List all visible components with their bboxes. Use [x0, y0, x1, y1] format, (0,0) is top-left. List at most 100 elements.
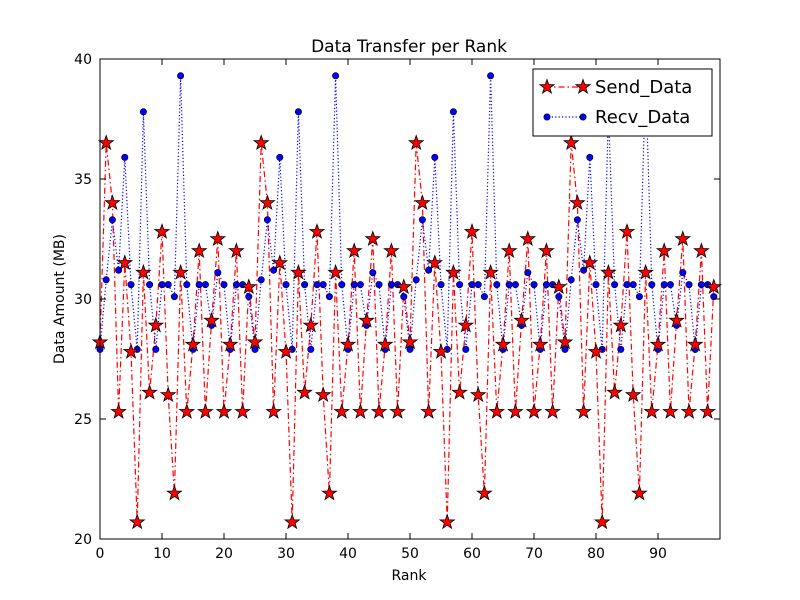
send-data-point — [389, 403, 406, 419]
recv-data-point — [679, 269, 687, 277]
y-tick-label: 25 — [74, 412, 92, 428]
recv-data-point — [108, 216, 116, 224]
recv-data-point — [542, 281, 550, 289]
send-data-point — [166, 484, 183, 501]
recv-data-point — [387, 281, 395, 289]
send-data-point — [457, 316, 475, 333]
send-data-point — [699, 403, 716, 419]
x-tick-label: 20 — [215, 546, 233, 562]
y-tick-label: 40 — [74, 52, 92, 68]
send-data-point — [327, 263, 344, 280]
x-tick-label: 30 — [277, 546, 295, 562]
recv-data-point — [251, 345, 259, 353]
send-data-point — [531, 335, 549, 352]
send-data-point — [215, 403, 233, 419]
send-data-point — [228, 242, 245, 259]
recv-data-point — [307, 345, 315, 353]
recv-data-point — [418, 216, 426, 224]
legend-label-send-data: Send_Data — [595, 77, 692, 98]
send-data-point — [705, 278, 723, 295]
send-data-point — [562, 134, 580, 151]
recv-data-point — [456, 281, 464, 289]
send-data-point — [513, 311, 530, 328]
send-data-point — [246, 333, 264, 350]
recv-data-point — [462, 345, 470, 353]
series-line-send-data — [99, 142, 715, 523]
send-data-point — [463, 223, 481, 239]
send-data-point — [451, 383, 468, 400]
recv-data-point — [487, 72, 495, 80]
send-data-point — [438, 513, 456, 530]
send-data-point — [104, 194, 121, 211]
send-data-point — [476, 484, 493, 501]
recv-data-point — [177, 72, 185, 80]
send-data-point — [593, 513, 611, 530]
recv-data-point — [710, 293, 718, 301]
send-data-point — [190, 242, 208, 259]
recv-data-point — [449, 108, 457, 116]
send-data-point — [612, 316, 630, 333]
send-data-point — [507, 403, 524, 419]
recv-data-point — [232, 281, 240, 289]
send-data-point — [643, 403, 661, 419]
x-axis-title: Rank — [392, 568, 428, 584]
send-data-point — [686, 335, 704, 352]
send-data-point — [407, 134, 425, 151]
recv-data-point — [201, 281, 209, 289]
send-data-point — [234, 403, 251, 419]
recv-data-point — [195, 281, 203, 289]
send-data-point — [469, 386, 487, 403]
send-data-point — [581, 254, 599, 271]
x-tick-label: 40 — [339, 546, 357, 562]
recv-data-point — [146, 281, 154, 289]
send-data-point — [445, 263, 462, 280]
recv-data-point — [301, 281, 309, 289]
recv-data-point — [158, 281, 166, 289]
send-data-point — [240, 278, 258, 295]
recv-data-point — [257, 276, 265, 284]
x-tick-label: 50 — [401, 546, 419, 562]
send-data-point — [364, 230, 382, 247]
send-data-point — [494, 335, 512, 352]
send-data-point — [383, 242, 400, 259]
recv-data-point — [480, 293, 488, 301]
y-tick-label: 30 — [74, 292, 92, 308]
send-data-point — [556, 333, 574, 350]
legend-marker-send-data — [538, 78, 556, 95]
send-data-point — [674, 230, 692, 247]
plot-background — [100, 59, 720, 539]
send-data-point — [668, 311, 685, 328]
recv-data-point — [139, 108, 147, 116]
recv-data-point — [629, 281, 637, 289]
recv-data-point — [152, 345, 160, 353]
send-data-point — [159, 386, 177, 403]
recv-data-point — [530, 281, 538, 289]
plot-area — [91, 59, 723, 539]
send-data-point — [693, 242, 710, 259]
recv-data-point — [567, 276, 575, 284]
send-data-point — [122, 343, 140, 359]
recv-data-point — [412, 276, 420, 284]
recv-data-point — [294, 108, 302, 116]
recv-data-point — [468, 281, 476, 289]
recv-data-point — [356, 281, 364, 289]
recv-data-point — [474, 281, 482, 289]
send-data-point — [203, 311, 220, 328]
send-data-point — [197, 403, 214, 419]
send-data-point — [662, 403, 679, 419]
send-data-point — [265, 403, 282, 419]
recv-data-point — [592, 281, 600, 289]
send-data-point — [606, 383, 623, 400]
recv-data-point — [697, 281, 705, 289]
send-data-point — [153, 223, 171, 239]
legend-marker-recv-data — [543, 113, 551, 121]
send-data-point — [538, 242, 555, 259]
send-data-point — [550, 278, 568, 295]
send-data-point — [575, 403, 592, 419]
recv-data-point — [524, 269, 532, 277]
recv-data-point — [617, 345, 625, 353]
send-data-point — [414, 194, 431, 211]
recv-data-point — [561, 345, 569, 353]
x-tick-label: 70 — [525, 546, 543, 562]
send-data-point — [128, 513, 146, 530]
